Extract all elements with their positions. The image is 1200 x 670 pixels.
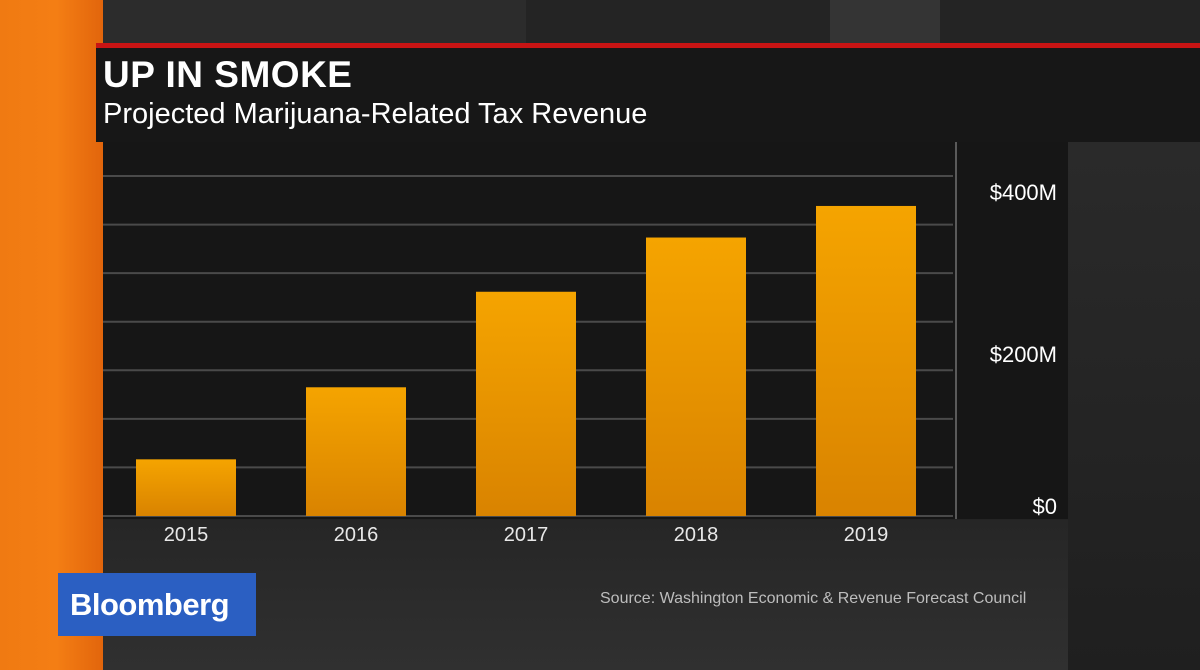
y-tick-label: $0: [1033, 494, 1057, 519]
x-tick-label: 2015: [164, 524, 209, 546]
background-stripe: [103, 520, 1068, 670]
x-tick-label: 2018: [674, 524, 719, 546]
x-tick-label: 2016: [334, 524, 379, 546]
x-tick-label: 2017: [504, 524, 549, 546]
orange-side-panel: [0, 0, 103, 670]
chart-title: UP IN SMOKE: [103, 54, 353, 95]
header-accent-rule: [96, 43, 1200, 48]
background-stripe: [830, 0, 940, 44]
bar-2018: [646, 237, 746, 516]
y-tick-label: $200M: [990, 342, 1057, 367]
bar-2017: [476, 291, 576, 516]
bar-2015: [136, 459, 236, 516]
header-box: [96, 48, 1200, 142]
background-stripe: [96, 0, 526, 44]
bar-2016: [306, 387, 406, 516]
axis-labels: 2015 2016 2017 2018 2019 $0 $200M $400M: [164, 180, 1057, 546]
x-tick-label: 2019: [844, 524, 889, 546]
y-tick-label: $400M: [990, 180, 1057, 205]
background-stripe: [1068, 142, 1200, 670]
brand-logo-box: [58, 573, 256, 636]
brand-logo: Bloomberg: [70, 587, 230, 622]
chart-subtitle: Projected Marijuana-Related Tax Revenue: [103, 98, 648, 130]
bar-2019: [816, 205, 916, 516]
source-note: Source: Washington Economic & Revenue Fo…: [600, 590, 1027, 607]
bars: [136, 205, 916, 516]
